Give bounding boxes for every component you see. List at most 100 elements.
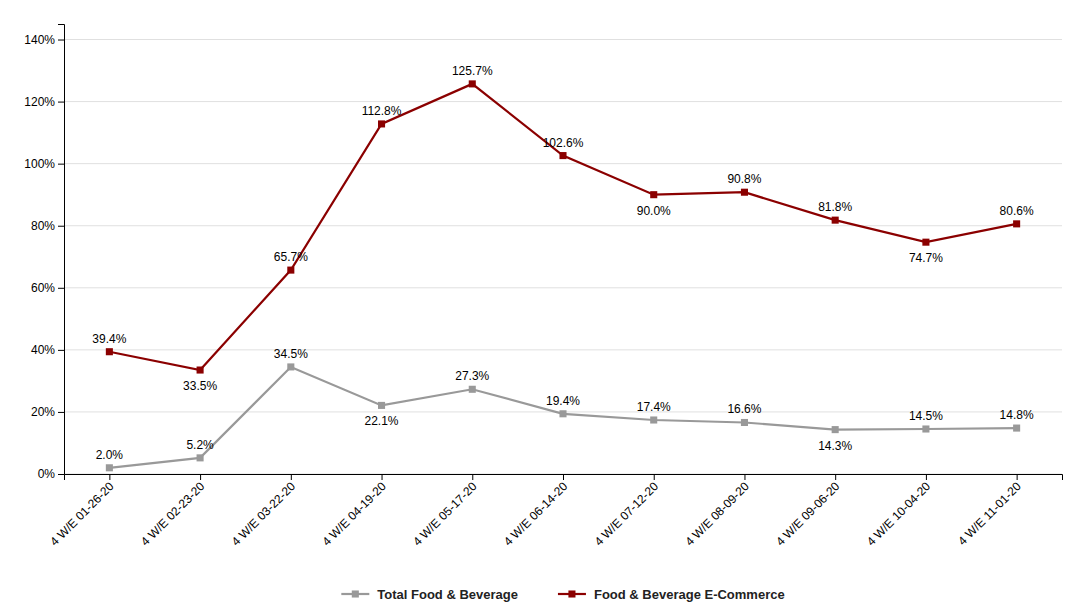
data-label: 22.1% xyxy=(365,414,399,428)
tick: 4 W/E 08-09-20 xyxy=(682,474,752,549)
series-line xyxy=(109,367,1016,468)
tick-mark xyxy=(58,164,64,165)
marker xyxy=(832,217,839,224)
data-label: 34.5% xyxy=(274,347,308,361)
tick: 4 W/E 04-19-20 xyxy=(320,474,390,549)
marker xyxy=(469,386,476,393)
tick-label: 20% xyxy=(31,405,55,419)
tick-label: 140% xyxy=(24,33,55,47)
tick-mark xyxy=(654,474,655,480)
tick-label: 4 W/E 06-14-20 xyxy=(501,479,571,549)
tick-mark xyxy=(58,40,64,41)
marker xyxy=(197,366,204,373)
data-label: 65.7% xyxy=(274,250,308,264)
tick-label: 4 W/E 01-26-20 xyxy=(47,479,117,549)
x-axis: 4 W/E 01-26-20 4 W/E 02-23-20 4 W/E 03-22-… xyxy=(47,474,1062,549)
legend-item: Total Food & Beverage xyxy=(341,587,518,602)
series-line xyxy=(109,84,1016,370)
data-label: 17.4% xyxy=(637,400,671,414)
data-label: 81.8% xyxy=(818,200,852,214)
marker xyxy=(559,152,566,159)
marker xyxy=(287,363,294,370)
legend-marker xyxy=(568,590,575,597)
tick: 40% xyxy=(31,343,64,357)
marker xyxy=(1013,220,1020,227)
marker xyxy=(650,416,657,423)
tick: 100% xyxy=(24,157,64,171)
data-label: 39.4% xyxy=(92,332,126,346)
legend: Total Food & Beverage Food & Beverage E-C… xyxy=(341,587,784,602)
tick: 20% xyxy=(31,405,64,419)
chart: 0%20%40%60%80%100%120%140%4 W/E 01-26-20… xyxy=(0,0,1092,614)
grid-line xyxy=(64,101,1062,102)
tick-mark xyxy=(58,288,64,289)
tick: 4 W/E 11-01-20 xyxy=(955,474,1024,548)
plot-area: 0%20%40%60%80%100%120%140%4 W/E 01-26-20… xyxy=(24,25,1062,549)
tick: 120% xyxy=(24,95,64,109)
grid-line xyxy=(64,349,1062,350)
data-label: 27.3% xyxy=(455,369,489,383)
tick: 60% xyxy=(31,281,64,295)
tick: 80% xyxy=(31,219,64,233)
marker xyxy=(1013,425,1020,432)
tick-mark xyxy=(58,474,64,475)
data-label: 90.0% xyxy=(637,204,671,218)
tick: 140% xyxy=(24,33,64,47)
tick: 4 W/E 06-14-20 xyxy=(501,474,571,549)
y-axis: 0%20%40%60%80%100%120%140% xyxy=(24,25,64,482)
data-label: 19.4% xyxy=(546,394,580,408)
tick-label: 4 W/E 11-01-20 xyxy=(955,479,1024,548)
tick-label: 4 W/E 09-06-20 xyxy=(773,479,843,549)
tick-mark xyxy=(58,226,64,227)
data-label: 74.7% xyxy=(909,251,943,265)
tick-label: 4 W/E 03-22-20 xyxy=(229,479,299,549)
marker xyxy=(469,80,476,87)
grid-line xyxy=(64,39,1062,40)
tick-label: 120% xyxy=(24,95,55,109)
tick-label: 4 W/E 05-17-20 xyxy=(410,479,480,549)
tick-label: 4 W/E 08-09-20 xyxy=(682,479,752,549)
axis-line xyxy=(65,475,1063,481)
marker xyxy=(378,120,385,127)
tick: 4 W/E 02-23-20 xyxy=(138,474,208,549)
data-label: 14.5% xyxy=(909,409,943,423)
marker xyxy=(378,402,385,409)
marker xyxy=(287,267,294,274)
tick-label: 80% xyxy=(31,219,55,233)
data-label: 33.5% xyxy=(183,379,217,393)
marker xyxy=(741,419,748,426)
tick: 4 W/E 07-12-20 xyxy=(592,474,662,549)
tick-mark xyxy=(58,412,64,413)
data-label: 14.3% xyxy=(818,439,852,453)
tick-mark xyxy=(926,474,927,480)
data-label: 5.2% xyxy=(186,438,214,452)
tick-mark xyxy=(200,474,201,480)
marker xyxy=(741,189,748,196)
tick: 4 W/E 09-06-20 xyxy=(773,474,843,549)
data-labels: 2.0%5.2%34.5%22.1%27.3%19.4%17.4%16.6%14… xyxy=(92,64,1034,462)
legend-label: Total Food & Beverage xyxy=(377,587,518,602)
legend-marker xyxy=(352,590,359,597)
marker xyxy=(922,425,929,432)
tick-label: 4 W/E 07-12-20 xyxy=(592,479,662,549)
tick-mark xyxy=(563,474,564,480)
tick-mark xyxy=(1017,474,1018,480)
legend-item: Food & Beverage E-Commerce xyxy=(558,587,785,602)
data-label: 90.8% xyxy=(727,172,761,186)
tick-mark xyxy=(291,474,292,480)
marker xyxy=(650,191,657,198)
tick-label: 40% xyxy=(31,343,55,357)
tick-mark xyxy=(835,474,836,480)
grid-line xyxy=(64,287,1062,288)
tick-label: 100% xyxy=(24,157,55,171)
tick-mark xyxy=(109,474,110,480)
marks xyxy=(106,80,1020,471)
data-label: 14.8% xyxy=(1000,408,1034,422)
tick-label: 4 W/E 02-23-20 xyxy=(138,479,208,549)
tick-label: 4 W/E 04-19-20 xyxy=(320,479,390,549)
axis-line xyxy=(58,25,65,475)
data-label: 112.8% xyxy=(362,104,402,118)
data-label: 102.6% xyxy=(543,136,584,150)
tick-mark xyxy=(472,474,473,480)
data-label: 125.7% xyxy=(452,64,493,78)
